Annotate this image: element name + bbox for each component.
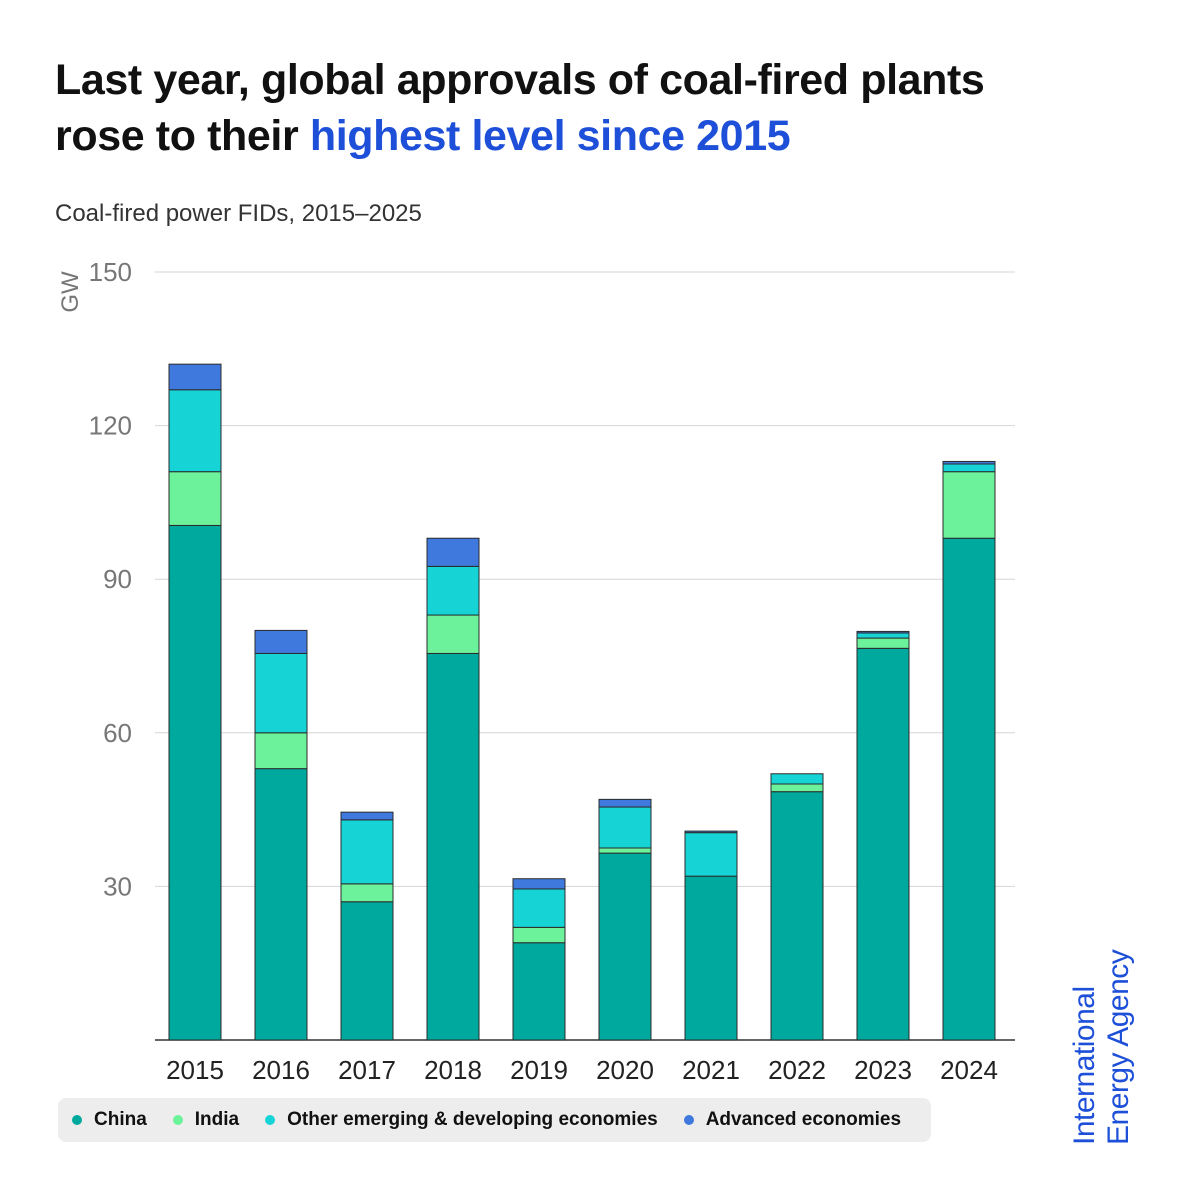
title-line-2-prefix: rose to their [55,112,310,160]
title-highlight: highest level since 2015 [309,112,791,160]
y-tick-label: 60 [103,718,132,748]
bar-segment-india-2015 [168,471,222,526]
bar-segment-advanced-economies-2016 [254,629,308,654]
legend-label: Other emerging & developing economies [287,1109,658,1130]
x-tick-labels: 2015 2016 2017 2018 2019 2020 2021 2022 2023 2024 [166,1055,998,1085]
bar-segment-advanced-economies-2021 [684,830,738,834]
legend-label: China [94,1109,147,1130]
legend-swatch [172,1115,183,1125]
x-tick-label: 2017 [338,1055,396,1085]
bar-segment-india-2022 [770,783,824,793]
legend-item: India [172,1109,253,1131]
legend-label: Advanced economies [705,1109,902,1130]
bars [168,363,996,1041]
bar-segment-other-emerging-developing-economies-2018 [426,565,480,616]
legend-item: Advanced economies [683,1109,915,1131]
brand-line-1: International [1068,986,1101,1145]
y-axis-label: GW [57,271,84,313]
bar-segment-advanced-economies-2019 [512,878,566,890]
bar-segment-india-2017 [340,883,394,903]
bar-segment-other-emerging-developing-economies-2023 [856,632,910,639]
bar-segment-other-emerging-developing-economies-2024 [942,463,996,473]
y-tick-label: 150 [89,257,132,287]
x-tick-label: 2018 [424,1055,482,1085]
bar-segment-advanced-economies-2017 [340,811,394,821]
y-tick-label: 30 [103,871,132,901]
bar-segment-advanced-economies-2018 [426,537,480,567]
bar-segment-other-emerging-developing-economies-2016 [254,652,308,734]
bar-segment-india-2018 [426,614,480,654]
bar-segment-china-2019 [512,942,566,1041]
title-line-1: Last year, global approvals of coal-fire… [55,56,985,104]
bar-segment-advanced-economies-2015 [168,363,222,391]
x-tick-label: 2024 [940,1055,998,1085]
legend-item: China [72,1109,161,1131]
bar-segment-china-2022 [770,791,824,1041]
bar-segment-other-emerging-developing-economies-2021 [684,832,738,877]
y-tick-label: 120 [89,411,132,441]
legend-swatch [265,1115,276,1125]
bar-segment-india-2019 [512,926,566,944]
bar-segment-other-emerging-developing-economies-2017 [340,819,394,885]
brand-line-2: Energy Agency [1102,949,1135,1145]
bar-segment-china-2020 [598,852,652,1041]
chart-legend: China India Other emerging & developing ec… [58,1098,932,1142]
chart-subtitle: Coal-fired power FIDs, 2015–2025 [55,200,422,227]
x-tick-label: 2019 [510,1055,568,1085]
x-tick-label: 2021 [682,1055,740,1085]
bar-segment-india-2024 [942,471,996,539]
legend-swatch [72,1115,82,1125]
bar-segment-india-2020 [598,847,652,854]
y-tick-label: 90 [103,564,132,594]
bar-segment-advanced-economies-2024 [942,460,996,465]
bar-segment-china-2021 [684,875,738,1041]
legend-item: Other emerging & developing economies [265,1109,672,1131]
x-tick-label: 2023 [854,1055,912,1085]
x-tick-label: 2020 [596,1055,654,1085]
bar-segment-china-2023 [856,647,910,1041]
bar-segment-advanced-economies-2023 [856,630,910,634]
x-tick-label: 2015 [166,1055,224,1085]
x-tick-label: 2016 [252,1055,310,1085]
legend-label: India [194,1109,240,1130]
y-tick-labels: 30 60 90 120 150 [89,257,132,901]
legend-swatch [683,1115,694,1125]
bar-segment-other-emerging-developing-economies-2015 [168,389,222,473]
bar-segment-china-2018 [426,652,480,1041]
bar-segment-other-emerging-developing-economies-2019 [512,888,566,928]
iea-logo: International Energy Agency [1068,920,1168,1145]
bar-segment-india-2023 [856,637,910,649]
bar-segment-china-2015 [168,524,222,1041]
bar-segment-china-2017 [340,901,394,1041]
chart-title: Last year, global approvals of coal-fire… [55,52,1155,164]
bar-segment-advanced-economies-2020 [598,798,652,808]
bar-segment-china-2024 [942,537,996,1041]
bar-segment-india-2016 [254,732,308,770]
x-tick-label: 2022 [768,1055,826,1085]
bar-segment-china-2016 [254,768,308,1041]
bar-segment-other-emerging-developing-economies-2022 [770,773,824,785]
bar-segment-other-emerging-developing-economies-2020 [598,806,652,849]
